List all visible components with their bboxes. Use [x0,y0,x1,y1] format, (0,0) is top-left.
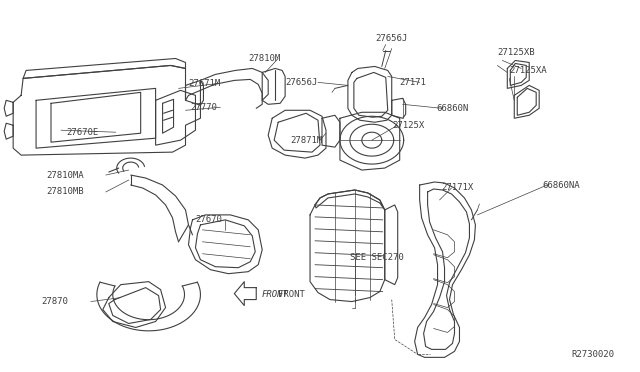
Text: 27125XB: 27125XB [497,48,535,57]
Text: 27670: 27670 [195,215,222,224]
Text: 27656J: 27656J [376,34,408,43]
Text: 27671M: 27671M [189,79,221,88]
Text: 66860NA: 66860NA [542,180,580,189]
Text: 27770: 27770 [191,103,218,112]
Text: 27871M: 27871M [290,136,323,145]
Text: 27810M: 27810M [248,54,280,63]
Text: FRONT: FRONT [261,290,288,299]
Text: 27125X: 27125X [393,121,425,130]
Text: FRONT: FRONT [278,290,305,299]
Text: 27870: 27870 [41,297,68,306]
Text: SEE SEC270: SEE SEC270 [350,253,404,262]
Text: 27171: 27171 [400,78,427,87]
Text: R2730020: R2730020 [571,350,614,359]
Text: 27810MB: 27810MB [46,187,84,196]
Text: 66860N: 66860N [436,104,469,113]
Text: 27656J: 27656J [285,78,318,87]
Text: 27810MA: 27810MA [46,170,84,180]
Text: 27670E: 27670E [66,128,98,137]
Text: 27171X: 27171X [442,183,474,192]
Text: 27125XA: 27125XA [509,66,547,75]
